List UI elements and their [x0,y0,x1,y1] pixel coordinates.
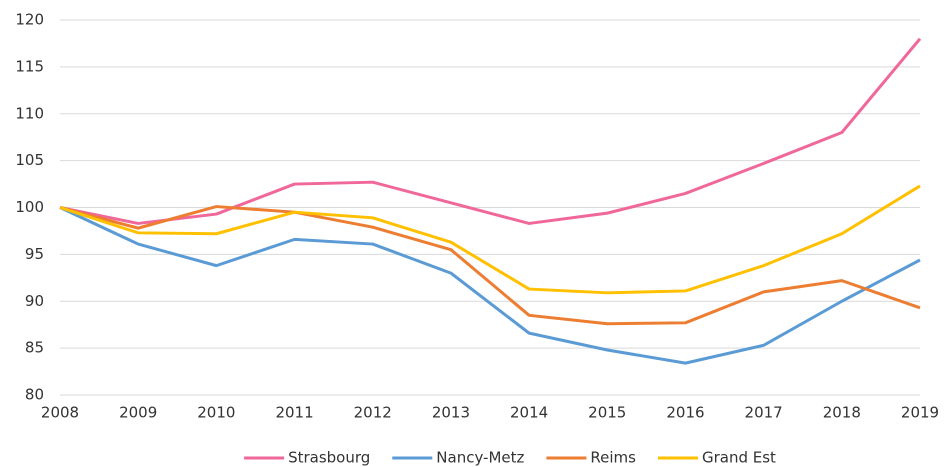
legend-label: Grand Est [702,449,776,467]
y-tick-label: 90 [25,292,44,310]
x-tick-label: 2010 [197,404,235,422]
x-tick-label: 2012 [354,404,392,422]
legend-label: Reims [590,449,636,467]
x-tick-label: 2019 [901,404,939,422]
y-tick-label: 120 [15,11,44,29]
x-tick-label: 2015 [588,404,626,422]
x-tick-label: 2014 [510,404,548,422]
series-line [59,184,921,295]
series-line [59,37,922,225]
x-tick-label: 2009 [119,404,157,422]
y-tick-label: 95 [25,245,44,263]
x-tick-label: 2013 [432,404,470,422]
x-tick-label: 2011 [275,404,313,422]
y-tick-label: 100 [15,198,44,216]
x-tick-label: 2008 [41,404,79,422]
x-tick-label: 2016 [666,404,704,422]
x-tick-label: 2018 [823,404,861,422]
y-tick-label: 105 [15,151,44,169]
series-line [59,205,921,326]
legend-label: Nancy-Metz [436,449,524,467]
x-tick-label: 2017 [745,404,783,422]
series-line [59,206,921,365]
y-tick-label: 115 [15,57,44,75]
y-tick-label: 85 [25,339,44,357]
y-tick-label: 80 [25,386,44,404]
legend-label: Strasbourg [288,449,370,467]
y-tick-label: 110 [15,104,44,122]
